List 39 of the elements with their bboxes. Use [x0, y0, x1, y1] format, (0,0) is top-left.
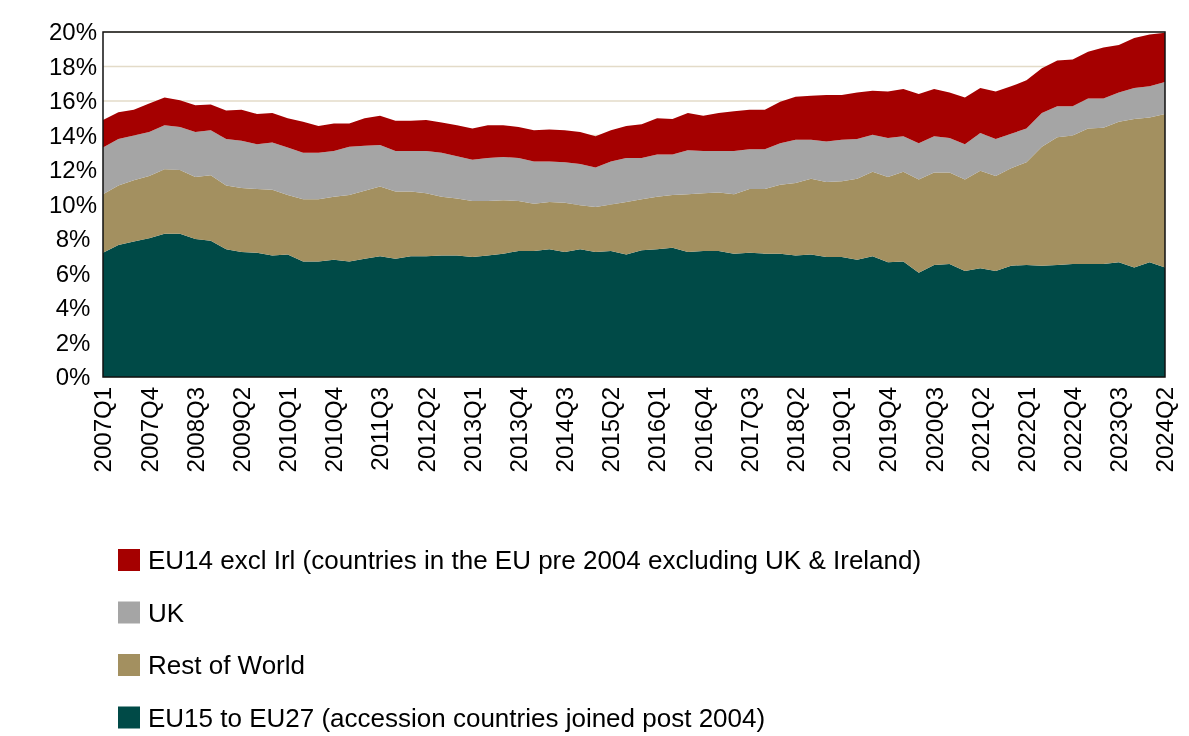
x-tick-label: 2010Q4: [320, 387, 348, 473]
x-tick-label: 2020Q3: [920, 387, 948, 473]
x-tick-label: 2009Q2: [227, 387, 255, 473]
x-tick-label: 2016Q1: [643, 387, 671, 473]
x-tick-label: 2022Q4: [1059, 387, 1087, 473]
x-tick-label: 2007Q1: [89, 387, 117, 473]
x-tick-label: 2013Q1: [458, 387, 486, 473]
x-tick-label: 2022Q1: [1012, 387, 1040, 473]
x-tick-label: 2014Q3: [551, 387, 579, 473]
x-tick-label: 2008Q3: [181, 387, 209, 473]
legend-label: EU15 to EU27 (accession countries joined post 2004): [148, 702, 766, 733]
x-tick-label: 2021Q2: [966, 387, 994, 473]
y-tick-label: 6%: [55, 259, 91, 287]
x-tick-label: 2012Q2: [412, 387, 440, 473]
y-tick-label: 8%: [55, 225, 91, 253]
y-tick-label: 0%: [55, 363, 91, 391]
x-tick-label: 2017Q3: [735, 387, 763, 473]
x-tick-label: 2018Q2: [782, 387, 810, 473]
x-tick-label: 2016Q4: [689, 387, 717, 473]
y-tick-label: 18%: [48, 52, 98, 80]
y-tick-label: 20%: [48, 18, 98, 46]
x-tick-label: 2019Q4: [874, 387, 902, 473]
y-tick-label: 14%: [48, 121, 98, 149]
y-tick-label: 16%: [48, 87, 98, 115]
x-tick-label: 2013Q4: [504, 387, 532, 473]
y-tick-label: 4%: [55, 294, 91, 322]
legend-label: EU14 excl Irl (countries in the EU pre 2004 excluding UK & Ireland): [148, 545, 922, 576]
x-tick-label: 2024Q2: [1151, 387, 1179, 473]
x-tick-label: 2023Q3: [1105, 387, 1133, 473]
x-tick-label: 2015Q2: [597, 387, 625, 473]
legend-label: UK: [148, 597, 185, 628]
legend-label: Rest of World: [148, 650, 306, 681]
x-tick-label: 2011Q3: [366, 387, 394, 471]
x-tick-label: 2007Q4: [135, 387, 163, 473]
y-tick-label: 12%: [48, 156, 98, 184]
y-tick-label: 10%: [48, 190, 98, 218]
x-tick-label: 2019Q1: [828, 387, 856, 473]
y-tick-label: 2%: [55, 328, 91, 356]
x-tick-label: 2010Q1: [274, 387, 302, 473]
